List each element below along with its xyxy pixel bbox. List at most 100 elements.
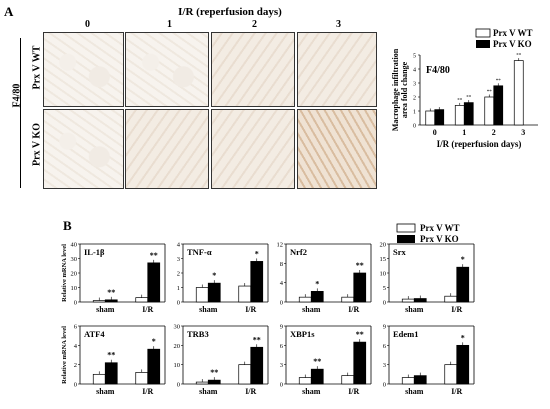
bar-wt: [92, 373, 106, 385]
significance-mark: **: [356, 330, 364, 339]
bar-wt: [298, 296, 312, 303]
subchart-nrf2: 0 4 8 12 Nrf2 * sham ** I/R: [277, 242, 372, 314]
day-label-1: 1: [167, 19, 172, 30]
subchart-trb3: 0 10 20 30 TRB3 ** sham ** I/R: [174, 324, 269, 396]
panel-a-letter: A: [4, 4, 14, 19]
micrograph-wt-day1: [125, 32, 209, 107]
y-tick-label: 15: [380, 256, 387, 263]
legend-swatch-wt: [475, 28, 491, 38]
y-tick-label: 3: [413, 82, 416, 88]
micrograph-ko-day2: [211, 109, 295, 189]
bar-wt: [135, 297, 149, 303]
y-tick-label: 30: [71, 256, 78, 263]
y-tick-label: 2: [413, 96, 416, 102]
x-tick-label: I/R: [142, 305, 153, 314]
y-tick-label: 20: [380, 242, 387, 249]
subchart-edem1: 0 3 6 9 Edem1 sham * I/R: [383, 324, 475, 396]
x-tick-label: 0: [433, 128, 437, 137]
x-tick-label: I/R: [245, 387, 256, 396]
micrograph-wt-day0: [43, 32, 124, 107]
y-tick-label: 2: [177, 271, 180, 278]
chart-title: F4/80: [426, 65, 450, 76]
y-axis-label-line2: area fold change: [400, 61, 409, 118]
bar-ko: [104, 299, 118, 303]
significance-mark: *: [461, 333, 465, 342]
x-tick-label: I/R: [451, 387, 462, 396]
y-tick-label: 10: [174, 362, 181, 369]
x-tick-label: 3: [521, 128, 525, 137]
bar-wt: [401, 377, 415, 385]
significance-mark: *: [255, 249, 259, 258]
micrograph-ko-day0: [43, 109, 124, 189]
bar-wt: [425, 110, 436, 126]
subchart-title: XBP1s: [290, 329, 315, 339]
day-label-2: 2: [252, 19, 257, 30]
y-tick-label: 0: [280, 382, 283, 389]
x-tick-label: 2: [492, 128, 496, 137]
y-tick-label: 5: [413, 54, 416, 60]
y-tick-label: 0: [74, 300, 77, 307]
y-tick-label: 0: [383, 300, 386, 307]
significance-mark: *: [461, 255, 465, 264]
y-tick-label: 0: [413, 124, 416, 130]
bar-wt: [195, 287, 209, 303]
bar-wt: [195, 381, 209, 385]
x-tick-label: sham: [405, 387, 424, 396]
bar-ko: [250, 261, 264, 303]
y-tick-label: 5: [383, 285, 386, 292]
legend-swatch-ko: [476, 40, 490, 48]
significance-mark: *: [212, 271, 216, 280]
y-tick-label: 4: [413, 68, 416, 74]
subchart-title: IL-1β: [84, 247, 105, 257]
bar-wt: [92, 300, 106, 303]
bar-wt: [298, 377, 312, 385]
bar-ko: [250, 346, 264, 385]
y-tick-label: 6: [383, 343, 387, 350]
bar-wt: [444, 364, 458, 385]
bar-ko: [463, 102, 474, 126]
micrograph-ko-day1: [125, 109, 209, 189]
y-tick-label: 1: [413, 110, 416, 116]
y-tick-label: 40: [71, 242, 78, 249]
significance-mark: **: [253, 335, 261, 344]
y-tick-label: 3: [280, 362, 283, 369]
significance-mark: **: [516, 54, 522, 59]
x-tick-label: sham: [302, 305, 321, 314]
bar-wt: [238, 285, 252, 303]
significance-mark: **: [107, 351, 115, 360]
y-tick-label: 6: [280, 343, 284, 350]
bar-wt: [484, 96, 495, 126]
y-tick-label: 3: [177, 256, 180, 263]
y-axis-label-row2: Relative mRNA level: [61, 326, 68, 384]
significance-mark: **: [313, 357, 321, 366]
y-tick-label: 4: [177, 242, 181, 249]
bar-ko: [310, 291, 324, 303]
y-tick-label: 4: [74, 343, 78, 350]
y-tick-label: 20: [71, 271, 78, 278]
bar-ko: [207, 282, 221, 303]
subchart-title: TRB3: [187, 329, 209, 339]
subchart-title: ATF4: [84, 329, 105, 339]
significance-mark: **: [150, 251, 158, 260]
subchart-title: Srx: [393, 247, 407, 257]
x-tick-label: I/R: [142, 387, 153, 396]
bar-ko: [207, 379, 221, 385]
y-tick-label: 9: [280, 324, 283, 331]
y-tick-label: 0: [177, 300, 180, 307]
day-label-0: 0: [85, 19, 90, 30]
x-axis-label: I/R (reperfusion days): [437, 139, 522, 149]
x-tick-label: sham: [96, 387, 115, 396]
significance-mark: **: [356, 261, 364, 270]
x-tick-label: sham: [96, 305, 115, 314]
significance-mark: **: [496, 79, 502, 84]
legend-label-ko: Prx V KO: [420, 234, 459, 244]
y-tick-label: 12: [277, 242, 284, 249]
subchart-title: Nrf2: [290, 247, 307, 257]
bar-wt: [135, 372, 149, 385]
subchart-srx: 0 5 10 15 20 Srx sham * I/R: [380, 242, 475, 314]
subchart-title: Edem1: [393, 329, 419, 339]
y-tick-label: 9: [383, 324, 386, 331]
legend-label-ko: Prx V KO: [493, 39, 532, 49]
bar-wt: [454, 105, 465, 126]
